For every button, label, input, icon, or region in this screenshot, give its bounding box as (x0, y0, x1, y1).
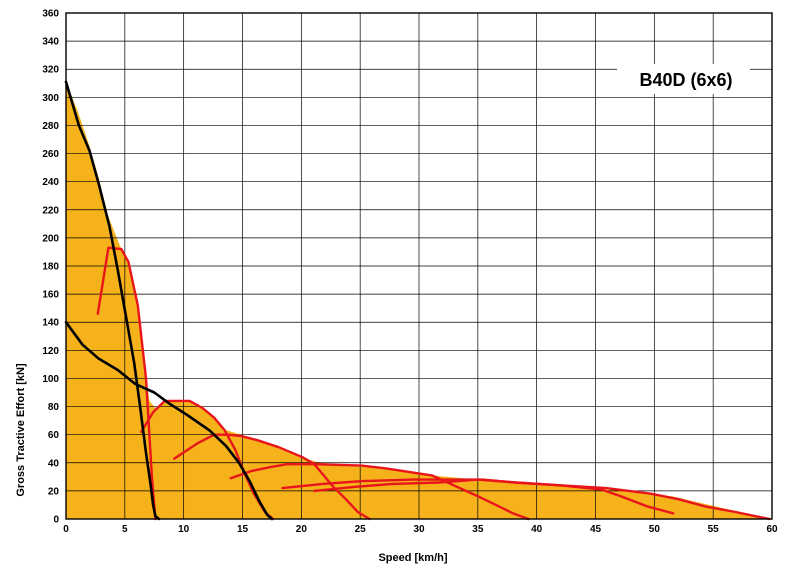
x-tick-label: 60 (766, 524, 778, 535)
y-tick-label: 260 (42, 149, 59, 160)
x-tick-labels: 0 5 10 15 20 25 30 35 40 45 50 55 60 (63, 524, 778, 535)
model-badge: B40D (6x6) (617, 64, 750, 94)
x-tick-label: 35 (472, 524, 484, 535)
envelope-fill (66, 81, 770, 520)
x-tick-label: 10 (178, 524, 190, 535)
y-tick-label: 80 (48, 402, 60, 413)
curves (64, 80, 771, 521)
black-curve-2 (64, 320, 274, 521)
y-tick-label: 360 (42, 9, 59, 20)
black-curve-1 (64, 80, 161, 521)
x-tick-label: 0 (63, 524, 69, 535)
x-tick-label: 25 (355, 524, 367, 535)
y-tick-label: 0 (53, 515, 59, 526)
x-tick-label: 20 (296, 524, 308, 535)
gear-curve-4 (229, 463, 530, 521)
y-tick-label: 140 (42, 318, 59, 329)
y-tick-label: 300 (42, 93, 59, 104)
x-tick-label: 40 (531, 524, 543, 535)
gear-curve-1 (96, 246, 157, 521)
model-label: B40D (6x6) (639, 70, 732, 90)
x-tick-label: 55 (708, 524, 720, 535)
x-tick-label: 15 (237, 524, 249, 535)
y-axis-title: Gross Tractive Effort [kN] (15, 363, 27, 497)
plot-frame (65, 12, 773, 520)
x-tick-label: 30 (413, 524, 425, 535)
y-tick-label: 340 (42, 37, 59, 48)
grid (65, 12, 773, 520)
y-tick-label: 40 (48, 458, 60, 469)
y-tick-label: 220 (42, 205, 59, 216)
y-tick-label: 240 (42, 177, 59, 188)
gear-curve-3 (173, 433, 371, 521)
y-tick-label: 100 (42, 374, 59, 385)
gear-curve-6 (313, 478, 771, 521)
y-tick-label: 160 (42, 290, 59, 301)
y-tick-label: 60 (48, 430, 60, 441)
x-tick-label: 45 (590, 524, 602, 535)
plot-border (65, 12, 773, 520)
y-tick-label: 120 (42, 346, 59, 357)
y-tick-labels: 0 20 40 60 80 100 120 140 160 180 200 220 240 260 280 3… (42, 9, 59, 526)
y-tick-label: 180 (42, 262, 59, 273)
tractive-effort-envelope (66, 81, 770, 520)
y-tick-label: 200 (42, 233, 59, 244)
x-tick-label: 50 (649, 524, 661, 535)
x-tick-label: 5 (122, 524, 128, 535)
y-tick-label: 20 (48, 486, 60, 497)
y-tick-label: 280 (42, 121, 59, 132)
y-tick-label: 320 (42, 65, 59, 76)
x-axis-title: Speed [km/h] (378, 552, 447, 564)
